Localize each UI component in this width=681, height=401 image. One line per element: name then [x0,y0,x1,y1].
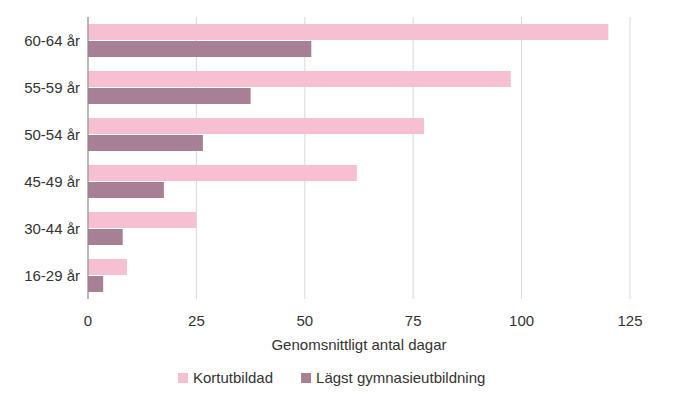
legend-swatch [178,373,188,383]
tick-label: 25 [188,312,205,329]
tick-label: 0 [84,312,92,329]
chart: 0 25 50 75 100 125 60-64 år 55-59 år 50-54 år 45-… [0,0,681,401]
bar [88,88,251,104]
grid-line [413,17,414,299]
category-label: 30-44 år [24,220,80,237]
category-label: 55-59 år [24,79,80,96]
bar [88,71,511,87]
tick-label: 125 [617,312,642,329]
bar [88,24,608,40]
category-label: 60-64 år [24,32,80,49]
bar [88,182,164,198]
grid-line [630,17,631,299]
bars [88,24,608,292]
category-label: 16-29 år [24,267,80,284]
bar [88,259,127,275]
axis-title: Genomsnittligt antal dagar [271,336,446,353]
bar [88,165,357,181]
legend: Kortutbildad Lägst gymnasieutbildning [178,369,485,386]
bar [88,135,203,151]
tick-label: 100 [509,312,534,329]
legend-swatch [301,373,311,383]
bar [88,118,424,134]
bar [88,212,196,228]
grid-line [88,17,89,299]
legend-label: Kortutbildad [193,369,273,386]
grid-line [304,17,305,299]
bar [88,229,123,245]
grid-line [521,17,522,299]
bar [88,41,311,57]
tick-label: 50 [296,312,313,329]
axis-line [88,17,89,299]
legend-label: Lägst gymnasieutbildning [316,369,485,386]
grid-line [196,17,197,299]
category-label: 45-49 år [24,173,80,190]
bar [88,276,103,292]
tick-label: 75 [405,312,422,329]
category-label: 50-54 år [24,126,80,143]
